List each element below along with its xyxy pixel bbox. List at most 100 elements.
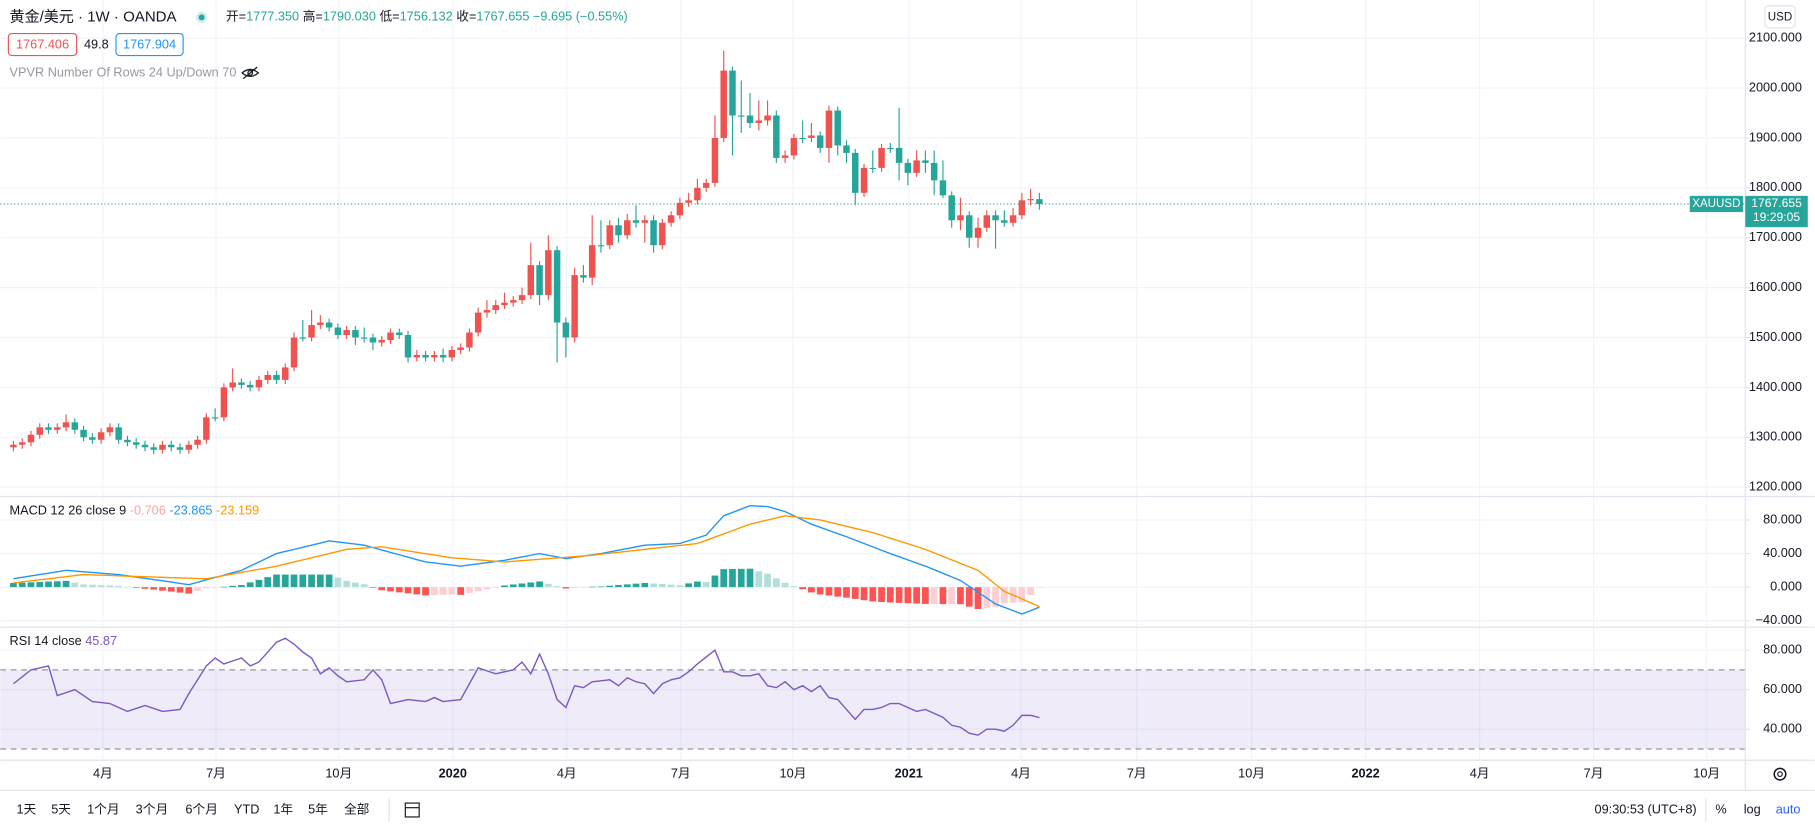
x-tick-label: 2020 xyxy=(439,766,467,781)
candle-body xyxy=(396,332,403,336)
candle-body xyxy=(808,135,815,138)
y-tick-label: 1900.000 xyxy=(1749,129,1802,144)
histogram-bar xyxy=(115,585,123,588)
slash xyxy=(242,66,258,80)
percent-button[interactable]: % xyxy=(1715,801,1726,816)
histogram-bar xyxy=(211,587,219,588)
candle-body xyxy=(369,337,377,343)
candle-body xyxy=(1001,220,1008,223)
indicator-line xyxy=(13,637,1040,736)
histogram-bar xyxy=(325,574,333,588)
histogram-bar xyxy=(992,587,999,607)
price-badge-value: 1767.655 xyxy=(1751,196,1802,210)
currency: USD xyxy=(1768,11,1792,23)
histogram-bar xyxy=(965,587,973,607)
candle-body xyxy=(1018,200,1026,216)
histogram-bar xyxy=(404,587,412,594)
candle-body xyxy=(422,354,429,358)
candle-body xyxy=(211,417,219,419)
candle-body xyxy=(124,439,131,443)
range-button[interactable]: 3个月 xyxy=(136,801,169,816)
macd-legend: MACD 12 26 close 9 -0.706 -23.865 -23.15… xyxy=(10,503,260,518)
pupil xyxy=(247,69,254,76)
histogram-bar xyxy=(466,587,473,593)
histogram-bar xyxy=(737,568,745,588)
y-tick-label: 40.000 xyxy=(1763,545,1802,560)
candle-body xyxy=(992,215,999,221)
candle-body xyxy=(448,349,456,358)
candle-body xyxy=(562,322,570,338)
x-tick-label: 10月 xyxy=(325,766,352,781)
histogram-bar xyxy=(843,587,850,598)
symbol[interactable]: 黄金/美元 · 1W · OANDA xyxy=(10,8,177,25)
candle-body xyxy=(501,302,508,306)
histogram-bar xyxy=(650,583,657,588)
candle-body xyxy=(650,220,657,246)
candle-body xyxy=(860,167,868,193)
ohlc-value: 1767.655 xyxy=(476,9,529,24)
x-tick-label: 7月 xyxy=(671,766,691,781)
range-button[interactable]: 5天 xyxy=(51,801,71,816)
histogram-bar xyxy=(18,582,26,588)
candle-body xyxy=(755,120,763,123)
change: −9.695 (−0.55%) xyxy=(533,9,628,24)
candle-body xyxy=(738,115,745,117)
histogram-bar xyxy=(772,578,780,588)
candle-body xyxy=(308,325,315,338)
candle-body xyxy=(246,384,254,388)
candle-body xyxy=(764,115,771,121)
hide-icon[interactable] xyxy=(241,66,260,80)
candle-body xyxy=(878,147,885,168)
goto-date-icon[interactable] xyxy=(404,802,420,818)
histogram-bar xyxy=(597,586,605,588)
range-button[interactable]: 1年 xyxy=(273,801,293,816)
histogram-bar xyxy=(246,582,254,588)
range-button[interactable]: 5年 xyxy=(308,801,328,816)
gear xyxy=(1773,767,1787,781)
candle-body xyxy=(115,427,122,440)
candle-body xyxy=(18,442,26,445)
candle-body xyxy=(939,180,947,196)
histogram-bar xyxy=(27,582,35,588)
settings-icon[interactable] xyxy=(1773,767,1787,781)
calendar xyxy=(404,802,420,818)
candle-body xyxy=(887,147,894,150)
histogram-bar xyxy=(387,587,394,592)
currency-box[interactable] xyxy=(1764,5,1796,29)
candle-body xyxy=(869,167,877,170)
candle-body xyxy=(641,220,649,223)
histogram-bar xyxy=(685,583,692,588)
histogram-bar xyxy=(667,584,675,588)
x-tick-label: 10月 xyxy=(780,766,807,781)
range-button[interactable]: YTD xyxy=(234,801,259,816)
histogram-bar xyxy=(694,581,701,588)
candle-body xyxy=(387,332,394,341)
candle-body xyxy=(843,145,850,153)
histogram-bar xyxy=(413,587,421,595)
bid-box[interactable] xyxy=(7,32,78,57)
histogram-bar xyxy=(851,587,859,599)
log-button[interactable]: log xyxy=(1744,801,1761,816)
x-tick-label: 4月 xyxy=(1011,766,1031,781)
x-tick-label: 4月 xyxy=(557,766,577,781)
y-tick-label: 80.000 xyxy=(1763,511,1802,526)
histogram-bar xyxy=(71,582,79,588)
range-button[interactable]: 1个月 xyxy=(87,801,120,816)
range-button[interactable]: 1天 xyxy=(16,801,36,816)
candle-body xyxy=(80,429,87,438)
histogram-bar xyxy=(474,587,482,592)
candle-body xyxy=(904,162,912,173)
candle-body xyxy=(290,337,298,368)
candle-body xyxy=(702,182,710,188)
candle-body xyxy=(957,215,964,221)
auto-button[interactable]: auto xyxy=(1776,801,1801,816)
range-button[interactable]: 6个月 xyxy=(185,801,218,816)
histogram-bar xyxy=(746,568,754,588)
ask-box[interactable] xyxy=(115,32,184,57)
candle-body xyxy=(852,152,859,193)
histogram-bar xyxy=(632,583,640,588)
histogram-bar xyxy=(229,585,237,588)
histogram-bar xyxy=(790,586,798,588)
range-button[interactable]: 全部 xyxy=(344,801,370,816)
